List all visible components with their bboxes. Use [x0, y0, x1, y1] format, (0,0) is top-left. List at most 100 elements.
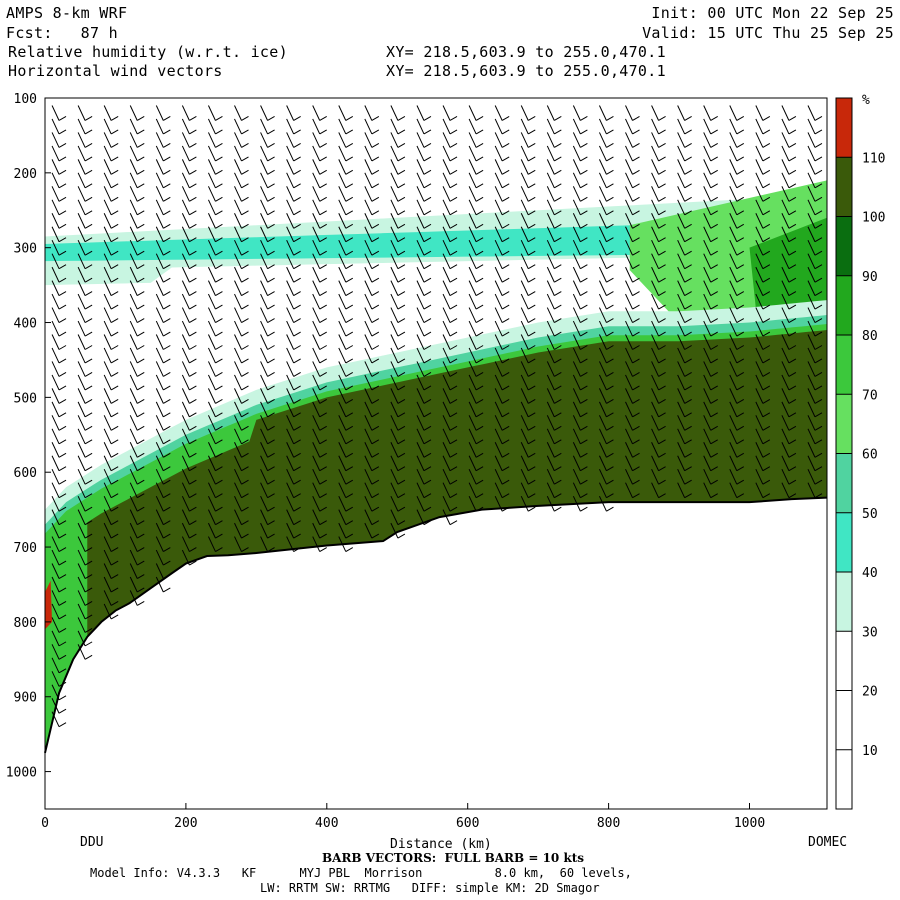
wind-barb-shaft — [338, 401, 347, 418]
colorbar-unit: % — [862, 93, 870, 108]
wind-barb-flag — [580, 156, 588, 162]
wind-barb-flag — [293, 223, 301, 229]
wind-barb-flag — [449, 452, 458, 458]
wind-barb-flag — [684, 291, 692, 297]
wind-barb-flag — [736, 493, 745, 499]
wind-barb-shaft — [155, 266, 164, 283]
wind-barb-flag — [475, 439, 484, 445]
wind-barb-flag — [632, 318, 640, 323]
wind-barb-flag — [475, 156, 484, 162]
wind-barb-shaft — [207, 361, 216, 377]
wind-barb-shaft — [155, 509, 164, 525]
wind-barb-shaft — [129, 536, 138, 552]
wind-barb-flag — [58, 264, 67, 270]
wind-barb-flag — [136, 183, 145, 189]
wind-barb-flag — [319, 466, 327, 472]
wind-barb-shaft — [494, 361, 503, 377]
wind-barb-flag — [475, 452, 484, 458]
wind-barb-flag — [293, 358, 301, 364]
wind-barb-flag — [215, 129, 223, 135]
wind-barb-shaft — [390, 428, 399, 445]
wind-barb-shaft — [103, 509, 112, 525]
wind-barb-shaft — [416, 186, 425, 202]
wind-barb-shaft — [390, 172, 399, 189]
wind-barb-flag — [814, 331, 823, 337]
wind-barb-flag — [136, 547, 145, 553]
wind-barb-shaft — [364, 509, 373, 525]
wind-barb-flag — [84, 223, 93, 229]
wind-barb-flag — [788, 142, 797, 148]
wind-barb-flag — [58, 237, 67, 243]
wind-barb-flag — [632, 385, 640, 391]
wind-barb-shaft — [598, 455, 607, 471]
wind-barb-shaft — [234, 118, 242, 135]
wind-barb-shaft — [155, 347, 164, 364]
wind-barb-flag — [788, 223, 797, 229]
wind-barb-shaft — [442, 428, 451, 445]
wind-barb-shaft — [442, 132, 451, 148]
wind-barb-shaft — [651, 186, 660, 202]
wind-barb-shaft — [651, 455, 660, 471]
wind-barb-flag — [58, 533, 67, 539]
wind-barb-shaft — [755, 455, 764, 471]
wind-barb-flag — [632, 304, 640, 310]
wind-barb-flag — [319, 452, 327, 458]
wind-barb-shaft — [807, 266, 816, 283]
wind-barb-flag — [684, 412, 692, 418]
wind-barb-flag — [136, 250, 145, 256]
wind-barb-flag — [397, 358, 406, 364]
wind-barb-shaft — [494, 213, 503, 229]
wind-barb-shaft — [755, 172, 764, 189]
wind-barb-shaft — [234, 334, 242, 350]
wind-barb-flag — [606, 210, 614, 216]
wind-barb-flag — [684, 358, 692, 364]
wind-barb-flag — [501, 291, 510, 297]
wind-barb-shaft — [364, 253, 373, 269]
wind-barb-flag — [501, 264, 510, 270]
colorbar-segment — [836, 335, 852, 395]
wind-barb-flag — [762, 156, 771, 162]
wind-barb-flag — [606, 116, 614, 121]
wind-barb-shaft — [286, 428, 295, 445]
wind-barb-flag — [632, 358, 640, 364]
wind-barb-shaft — [416, 388, 425, 404]
wind-barb-shaft — [729, 239, 738, 256]
wind-barb-flag — [110, 183, 119, 189]
wind-barb-flag — [397, 237, 406, 243]
wind-barb-shaft — [651, 442, 660, 458]
wind-barb-shaft — [598, 118, 607, 135]
wind-barb-shaft — [181, 186, 190, 202]
wind-barb-shaft — [416, 334, 425, 350]
wind-barb-shaft — [207, 495, 216, 512]
wind-barb-flag — [710, 331, 718, 337]
wind-barb-flag — [632, 412, 640, 418]
wind-barb-flag — [84, 560, 93, 566]
wind-barb-shaft — [494, 307, 503, 323]
wind-barb-shaft — [807, 482, 816, 498]
wind-barb-flag — [397, 196, 406, 202]
wind-barb-shaft — [598, 132, 607, 148]
wind-barb-shaft — [416, 415, 425, 431]
wind-barb-flag — [84, 331, 93, 337]
wind-barb-shaft — [260, 320, 269, 337]
wind-barb-shaft — [651, 253, 660, 269]
wind-barb-flag — [189, 560, 197, 566]
wind-barb-shaft — [51, 549, 60, 566]
wind-barb-shaft — [442, 509, 451, 525]
wind-barb-flag — [423, 372, 432, 377]
wind-barb-shaft — [207, 469, 216, 485]
wind-barb-flag — [136, 223, 145, 229]
wind-barb-shaft — [364, 522, 373, 539]
wind-barb-shaft — [103, 239, 112, 256]
wind-barb-shaft — [364, 105, 373, 121]
wind-barb-shaft — [598, 280, 607, 296]
wind-barb-flag — [449, 331, 458, 337]
wind-barb-flag — [527, 506, 536, 512]
wind-barb-shaft — [181, 132, 190, 148]
wind-barb-flag — [736, 425, 745, 431]
wind-barb-flag — [449, 493, 458, 499]
wind-barb-shaft — [155, 132, 164, 148]
wind-barb-flag — [527, 425, 536, 431]
wind-barb-flag — [684, 345, 692, 350]
wind-barb-shaft — [442, 199, 451, 215]
